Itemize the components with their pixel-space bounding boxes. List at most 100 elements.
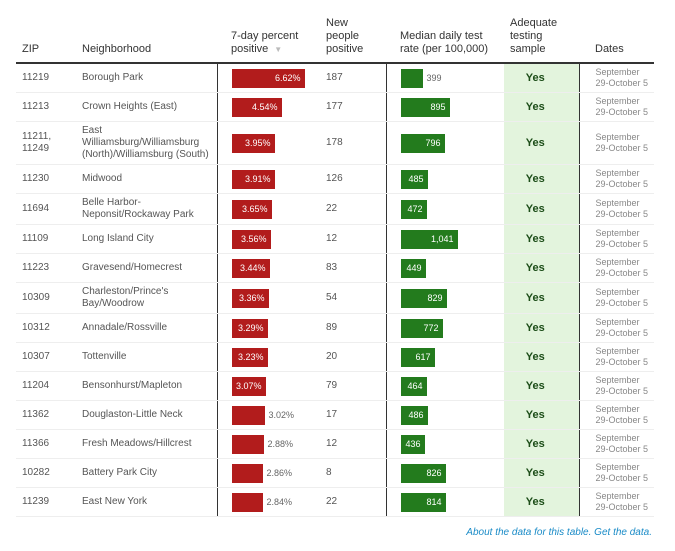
header-dates[interactable]: Dates xyxy=(579,0,654,64)
percent-positive-bar: 3.56% xyxy=(231,229,271,249)
table-row: 10282 Battery Park City 2.86% 8 826 Yes Septem… xyxy=(16,458,654,488)
neighborhood-cell: Tottenville xyxy=(76,342,218,372)
neighborhood-cell: Bensonhurst/Mapleton xyxy=(76,371,218,401)
dates-cell: September 29-October 5 xyxy=(579,63,654,93)
about-data-link[interactable]: About the data for this table. xyxy=(466,527,592,538)
test-rate-label: 464 xyxy=(407,380,423,391)
neighborhood-cell: Long Island City xyxy=(76,224,218,254)
dates-value: September 29-October 5 xyxy=(595,317,649,338)
zip-cell: 10282 xyxy=(16,458,76,488)
neighborhood-cell: Charleston/Prince's Bay/Woodrow xyxy=(76,282,218,314)
zip-value: 11109 xyxy=(22,233,49,244)
header-percent-positive[interactable]: 7-day percent positive ▼ xyxy=(217,0,320,64)
neighborhood-name: Long Island City xyxy=(82,233,154,244)
adequate-cell: Yes xyxy=(504,282,580,314)
dates-value: September 29-October 5 xyxy=(595,491,649,512)
adequate-cell: Yes xyxy=(504,342,580,372)
neighborhood-name: Crown Heights (East) xyxy=(82,101,178,112)
zip-value: 11230 xyxy=(22,173,50,184)
test-rate-bar: 486 xyxy=(400,405,428,425)
adequate-cell: Yes xyxy=(504,458,580,488)
zip-cell: 10312 xyxy=(16,313,76,343)
dates-cell: September 29-October 5 xyxy=(579,193,654,225)
percent-positive-cell: 4.54% xyxy=(217,92,320,122)
test-rate-bar: 617 xyxy=(400,347,435,367)
test-rate-bar: 485 xyxy=(400,169,428,189)
header-zip[interactable]: ZIP xyxy=(16,0,76,64)
sort-descending-icon[interactable]: ▼ xyxy=(274,45,283,54)
percent-positive-cell: 3.91% xyxy=(217,164,320,194)
table-row: 11211, 11249 East Williamsburg/Williamsbu… xyxy=(16,121,654,165)
header-adequate[interactable]: Adequate testing sample xyxy=(504,0,579,64)
adequate-value: Yes xyxy=(525,137,545,149)
new-positive-cell: 22 xyxy=(320,487,387,517)
neighborhood-cell: Gravesend/Homecrest xyxy=(76,253,218,283)
new-positive-value: 83 xyxy=(326,262,338,273)
test-rate-bar: 472 xyxy=(400,199,427,219)
zip-value: 10282 xyxy=(22,467,50,478)
dates-cell: September 29-October 5 xyxy=(579,487,654,517)
new-positive-value: 12 xyxy=(326,438,338,449)
test-rate-cell: 617 xyxy=(386,342,504,372)
test-rate-label: 486 xyxy=(408,409,424,420)
dates-value: September 29-October 5 xyxy=(595,404,649,425)
neighborhood-cell: Fresh Meadows/Hillcrest xyxy=(76,429,218,459)
percent-positive-bar: 3.36% xyxy=(231,288,269,308)
neighborhood-name: Belle Harbor-Neponsit/Rockaway Park xyxy=(82,197,194,220)
new-positive-value: 54 xyxy=(326,292,338,303)
dates-value: September 29-October 5 xyxy=(595,287,649,308)
percent-positive-bar: 3.95% xyxy=(231,133,275,153)
header-new-positive[interactable]: New people positive xyxy=(320,0,386,64)
percent-positive-label: 2.88% xyxy=(267,439,294,449)
percent-positive-cell: 2.84% xyxy=(217,487,320,517)
new-positive-value: 89 xyxy=(326,322,338,333)
table-row: 10312 Annadale/Rossville 3.29% 89 772 Yes Sept… xyxy=(16,313,654,343)
zip-cell: 11204 xyxy=(16,371,76,401)
dates-cell: September 29-October 5 xyxy=(579,371,654,401)
table-row: 11366 Fresh Meadows/Hillcrest 2.88% 12 436 Ye… xyxy=(16,429,654,459)
neighborhood-name: Douglaston-Little Neck xyxy=(82,409,183,420)
percent-positive-cell: 3.65% xyxy=(217,193,320,225)
neighborhood-name: East Williamsburg/Williamsburg (North)/W… xyxy=(82,125,209,160)
zip-cell: 10309 xyxy=(16,282,76,314)
adequate-value: Yes xyxy=(525,72,545,84)
header-test-rate[interactable]: Median daily test rate (per 100,000) xyxy=(386,0,504,64)
adequate-value: Yes xyxy=(525,173,545,185)
new-positive-value: 126 xyxy=(326,173,343,184)
percent-positive-label: 2.86% xyxy=(266,468,293,478)
new-positive-value: 79 xyxy=(326,380,338,391)
adequate-value: Yes xyxy=(525,496,545,508)
adequate-cell: Yes xyxy=(504,164,580,194)
dates-cell: September 29-October 5 xyxy=(579,313,654,343)
table-row: 11213 Crown Heights (East) 4.54% 177 895 Yes S… xyxy=(16,92,654,122)
neighborhood-cell: Douglaston-Little Neck xyxy=(76,400,218,430)
test-rate-cell: 472 xyxy=(386,193,504,225)
adequate-cell: Yes xyxy=(504,253,580,283)
new-positive-value: 12 xyxy=(326,233,338,244)
percent-positive-label: 3.07% xyxy=(235,380,262,391)
zip-cell: 11211, 11249 xyxy=(16,121,76,165)
percent-positive-bar xyxy=(231,434,264,454)
zip-cell: 11239 xyxy=(16,487,76,517)
header-neighborhood[interactable]: Neighborhood xyxy=(76,0,217,64)
zip-value: 10309 xyxy=(22,292,50,303)
adequate-cell: Yes xyxy=(504,487,580,517)
neighborhood-cell: Borough Park xyxy=(76,63,218,93)
dates-cell: September 29-October 5 xyxy=(579,224,654,254)
get-data-link[interactable]: Get the data. xyxy=(594,527,652,538)
test-rate-label: 617 xyxy=(415,351,431,362)
test-rate-bar: 796 xyxy=(400,133,445,153)
new-positive-cell: 8 xyxy=(320,458,387,488)
dates-value: September 29-October 5 xyxy=(595,462,649,483)
percent-positive-label: 3.44% xyxy=(239,262,266,273)
test-rate-cell: 449 xyxy=(386,253,504,283)
test-rate-bar: 826 xyxy=(400,463,446,483)
zip-value: 11211, 11249 xyxy=(22,131,52,154)
percent-positive-cell: 6.62% xyxy=(217,63,320,93)
new-positive-value: 20 xyxy=(326,351,338,362)
header-row: ZIP Neighborhood 7-day percent positive ▼… xyxy=(16,0,654,64)
dates-cell: September 29-October 5 xyxy=(579,121,654,165)
adequate-cell: Yes xyxy=(504,313,580,343)
new-positive-cell: 187 xyxy=(320,63,387,93)
percent-positive-bar: 3.07% xyxy=(231,376,266,396)
